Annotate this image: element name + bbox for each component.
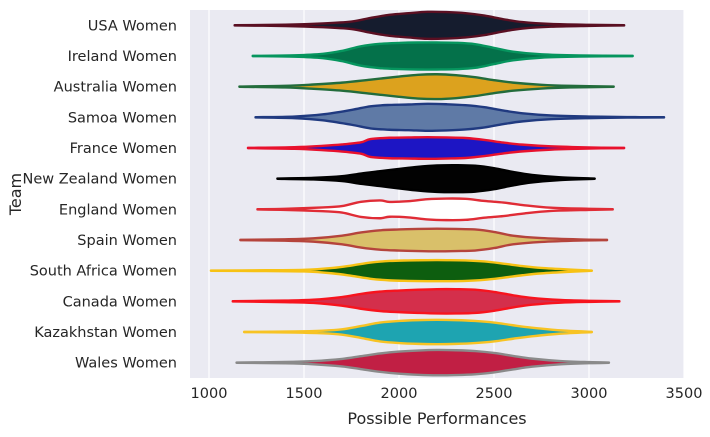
violin-samoa-women <box>254 102 666 133</box>
y-tick-label: Spain Women <box>77 233 177 249</box>
x-tick-label: 3500 <box>666 386 703 402</box>
violin-usa-women <box>233 10 626 41</box>
violins <box>209 10 666 377</box>
x-tick-label: 2500 <box>476 386 513 402</box>
y-tick-label: Australia Women <box>54 80 177 96</box>
violin-ireland-women <box>251 41 634 71</box>
y-tick-label: Canada Women <box>63 294 177 310</box>
x-tick-labels: 1000 1500 2000 2500 3000 3500 <box>191 386 703 402</box>
violin-new-zealand-women <box>276 163 596 194</box>
y-tick-label: South Africa Women <box>30 264 177 280</box>
violin-spain-women <box>239 227 609 253</box>
violin-canada-women <box>231 287 621 315</box>
x-gridlines <box>208 10 685 378</box>
y-tick-labels: USA Women Ireland Women Australia Women Sam… <box>23 18 178 371</box>
y-tick-label: Samoa Women <box>68 110 177 126</box>
y-axis-label: Team <box>6 173 25 216</box>
x-tick-label: 1000 <box>191 386 228 402</box>
y-tick-label: USA Women <box>88 18 177 34</box>
violin-wales-women <box>235 348 611 377</box>
x-tick-label: 1500 <box>286 386 323 402</box>
violin-england-women <box>256 197 614 222</box>
y-tick-label: Kazakhstan Women <box>34 325 177 341</box>
x-tick-label: 3000 <box>571 386 608 402</box>
y-tick-label: England Women <box>59 202 177 218</box>
x-axis-label: Possible Performances <box>347 409 526 428</box>
y-tick-label: New Zealand Women <box>23 172 178 188</box>
y-tick-label: Ireland Women <box>68 49 177 65</box>
violin-france-women <box>246 136 626 160</box>
plot-background <box>190 10 684 378</box>
violin-australia-women <box>238 73 615 101</box>
violin-kazakhstan-women <box>242 318 594 346</box>
y-tick-label: Wales Women <box>75 356 177 372</box>
y-tick-label: France Women <box>70 141 177 157</box>
violin-south-africa-women <box>209 258 594 283</box>
x-tick-label: 2000 <box>381 386 418 402</box>
